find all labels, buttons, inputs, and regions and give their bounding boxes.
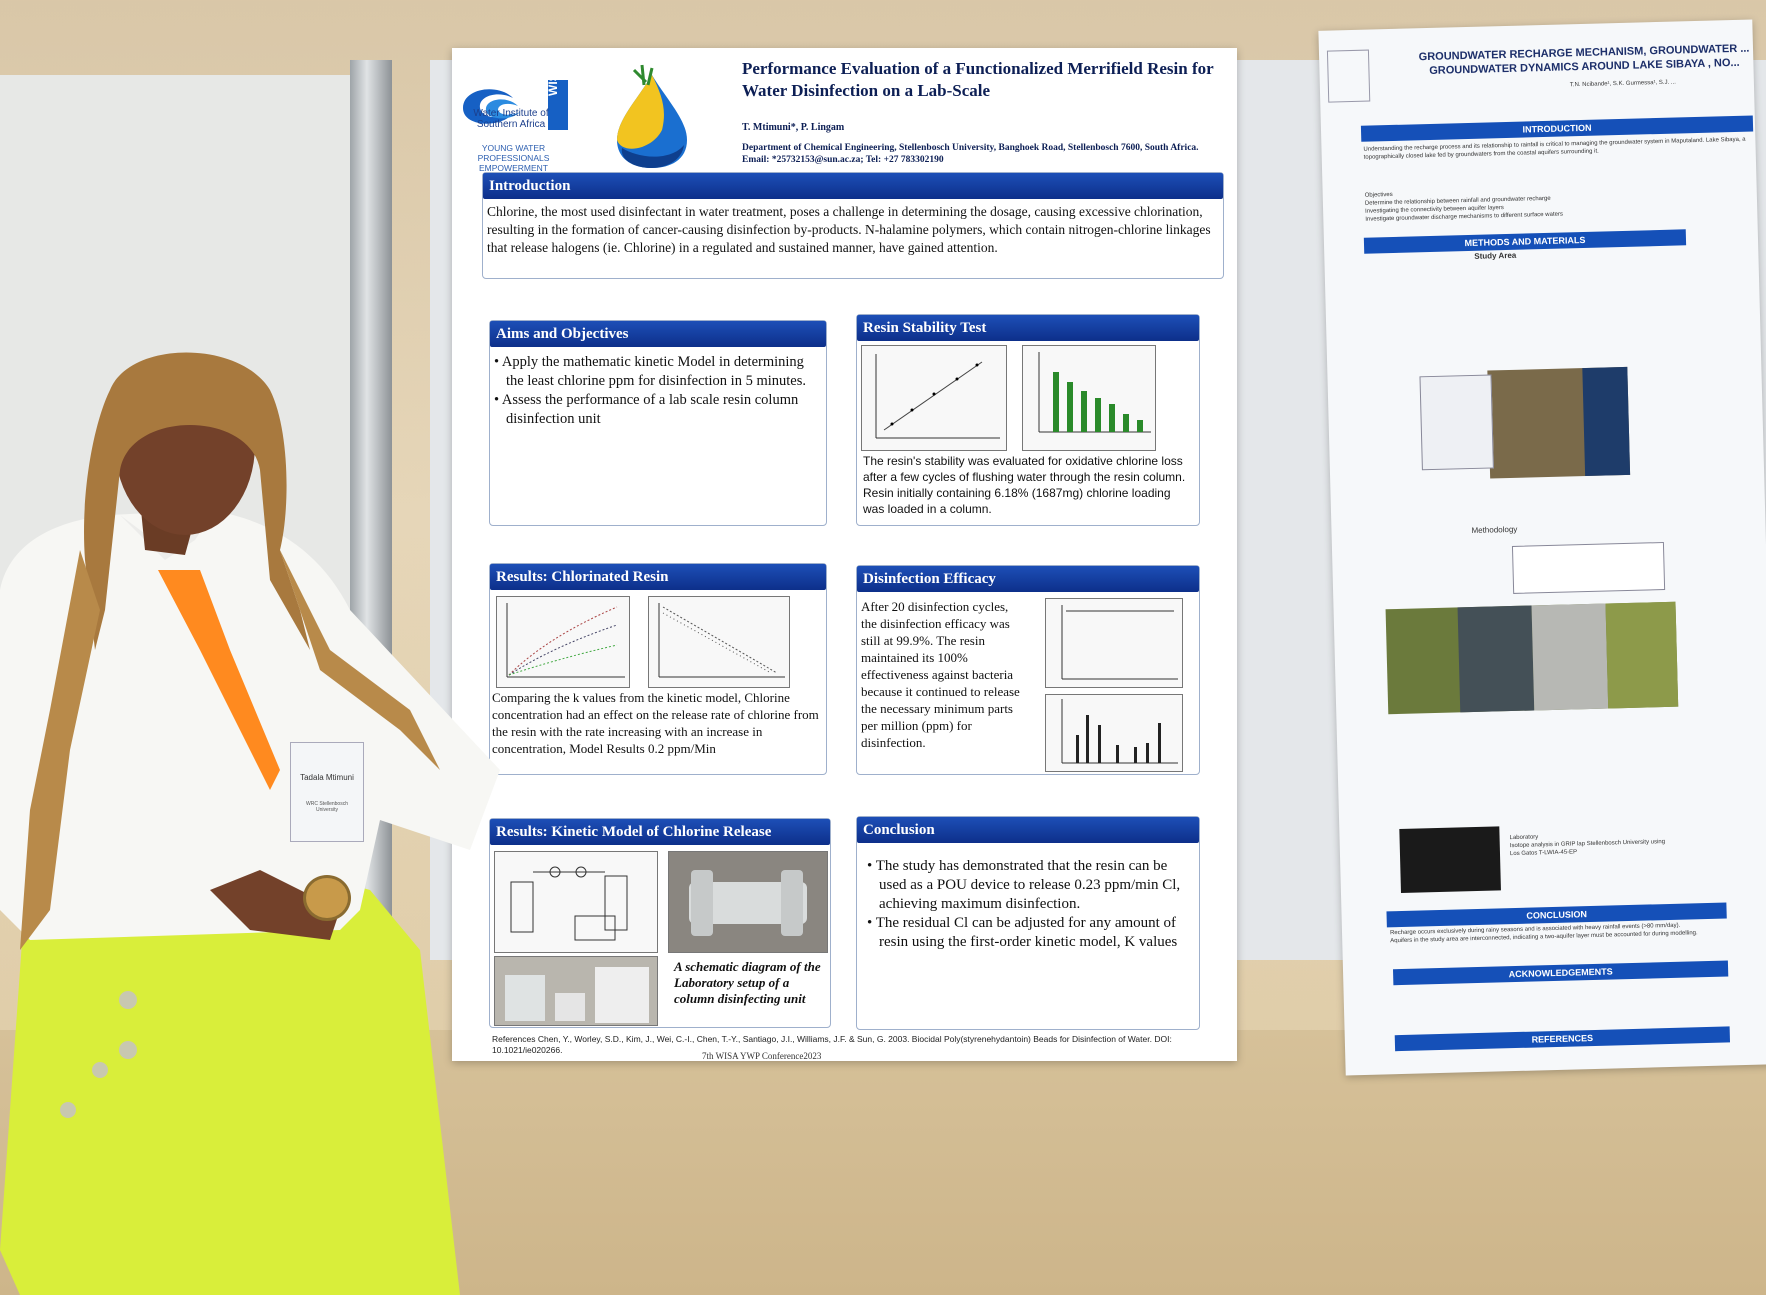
aims-item: • Apply the mathematic kinetic Model in … bbox=[494, 354, 807, 389]
aims-item: • Assess the performance of a lab scale … bbox=[494, 392, 799, 427]
poster-title: Performance Evaluation of a Functionaliz… bbox=[742, 59, 1214, 100]
introduction-text: Chlorine, the most used disinfectant in … bbox=[487, 204, 1211, 255]
presenter-person bbox=[0, 352, 500, 1295]
schematic-diagram bbox=[494, 851, 658, 953]
second-poster-authors: T.N. Ncibande¹, S.K. Gurmessa¹, S.J. ... bbox=[1569, 79, 1676, 89]
kinetic-section: Results: Kinetic Model of Chlorine Relea… bbox=[489, 818, 831, 1028]
water-drop-logo-icon bbox=[617, 64, 687, 168]
references: References Chen, Y., Worley, S.D., Kim, … bbox=[492, 1034, 1172, 1055]
p2-methodology: Methodology bbox=[1471, 524, 1518, 536]
chlorinated-chart-2 bbox=[648, 596, 790, 688]
p2-lab-instrument bbox=[1399, 826, 1501, 893]
chlorinated-text: Comparing the k values from the kinetic … bbox=[492, 690, 819, 756]
stability-text: The resin's stability was evaluated for … bbox=[863, 454, 1186, 516]
second-poster: GROUNDWATER RECHARGE MECHANISM, GROUNDWA… bbox=[1318, 19, 1766, 1076]
poster-authors: T. Mtimuni*, P. Lingam bbox=[742, 122, 845, 133]
badge-name: Tadala Mtimuni bbox=[300, 773, 354, 782]
logo-acronym: WISA bbox=[546, 64, 560, 97]
main-poster: Water Institute of Southern Africa WISA … bbox=[452, 48, 1237, 1061]
efficacy-line-chart bbox=[1045, 598, 1183, 688]
p2-equation bbox=[1511, 541, 1666, 594]
wristwatch-icon bbox=[303, 875, 351, 921]
wisa-logo-icon bbox=[463, 80, 568, 130]
p2-methods-heading: METHODS AND MATERIALS bbox=[1363, 229, 1687, 254]
efficacy-section: Disinfection Efficacy After 20 disinfect… bbox=[856, 565, 1200, 775]
introduction-section: Introduction Chlorine, the most used dis… bbox=[482, 172, 1224, 279]
p2-field-photos bbox=[1385, 601, 1679, 715]
p2-study-area: Study Area bbox=[1474, 250, 1517, 261]
conclusion-section: Conclusion • The study has demonstrated … bbox=[856, 816, 1200, 1030]
poster-department: Department of Chemical Engineering, Stel… bbox=[742, 143, 1199, 165]
logo-name: Water Institute of Southern Africa bbox=[473, 108, 549, 130]
kinetic-caption: A schematic diagram of the Laboratory se… bbox=[674, 959, 821, 1006]
kinetic-heading: Results: Kinetic Model of Chlorine Relea… bbox=[490, 819, 830, 845]
chlorinated-chart-1 bbox=[496, 596, 630, 688]
chlorinated-section: Results: Chlorinated Resin Comparing the… bbox=[489, 563, 827, 775]
lab-column-photo bbox=[668, 851, 828, 953]
second-poster-logo-icon bbox=[1326, 49, 1371, 103]
chlorinated-heading: Results: Chlorinated Resin bbox=[490, 564, 826, 590]
aims-heading: Aims and Objectives bbox=[490, 321, 826, 347]
stability-line-chart bbox=[861, 345, 1007, 451]
badge-org: WRC Stellenbosch University bbox=[306, 801, 348, 813]
p2-acknowledgements-heading: ACKNOWLEDGEMENTS bbox=[1392, 960, 1729, 986]
second-poster-title: GROUNDWATER RECHARGE MECHANISM, GROUNDWA… bbox=[1418, 42, 1750, 77]
conclusion-heading: Conclusion bbox=[857, 817, 1199, 843]
conclusion-item: • The residual Cl can be adjusted for an… bbox=[867, 915, 1178, 950]
p2-map-image bbox=[1487, 366, 1631, 479]
p2-references-heading: REFERENCES bbox=[1394, 1026, 1731, 1052]
conference-footer: 7th WISA YWP Conference2023 bbox=[702, 1051, 822, 1061]
stability-bar-chart bbox=[1022, 345, 1156, 451]
p2-locator-map bbox=[1419, 374, 1494, 471]
efficacy-text: After 20 disinfection cycles, the disinf… bbox=[861, 599, 1020, 750]
name-badge: Tadala Mtimuni WRC Stellenbosch Universi… bbox=[290, 742, 364, 842]
aims-section: Aims and Objectives • Apply the mathemat… bbox=[489, 320, 827, 526]
stability-section: Resin Stability Test The resin's stabili… bbox=[856, 314, 1200, 526]
stability-heading: Resin Stability Test bbox=[857, 315, 1199, 341]
efficacy-bar-chart bbox=[1045, 694, 1183, 772]
introduction-heading: Introduction bbox=[483, 173, 1223, 199]
efficacy-heading: Disinfection Efficacy bbox=[857, 566, 1199, 592]
lab-setup-photo bbox=[494, 956, 658, 1026]
conclusion-item: • The study has demonstrated that the re… bbox=[867, 858, 1181, 912]
p2-lab-text: Isotope analysis in GRIP lap Stellenbosc… bbox=[1509, 839, 1666, 858]
